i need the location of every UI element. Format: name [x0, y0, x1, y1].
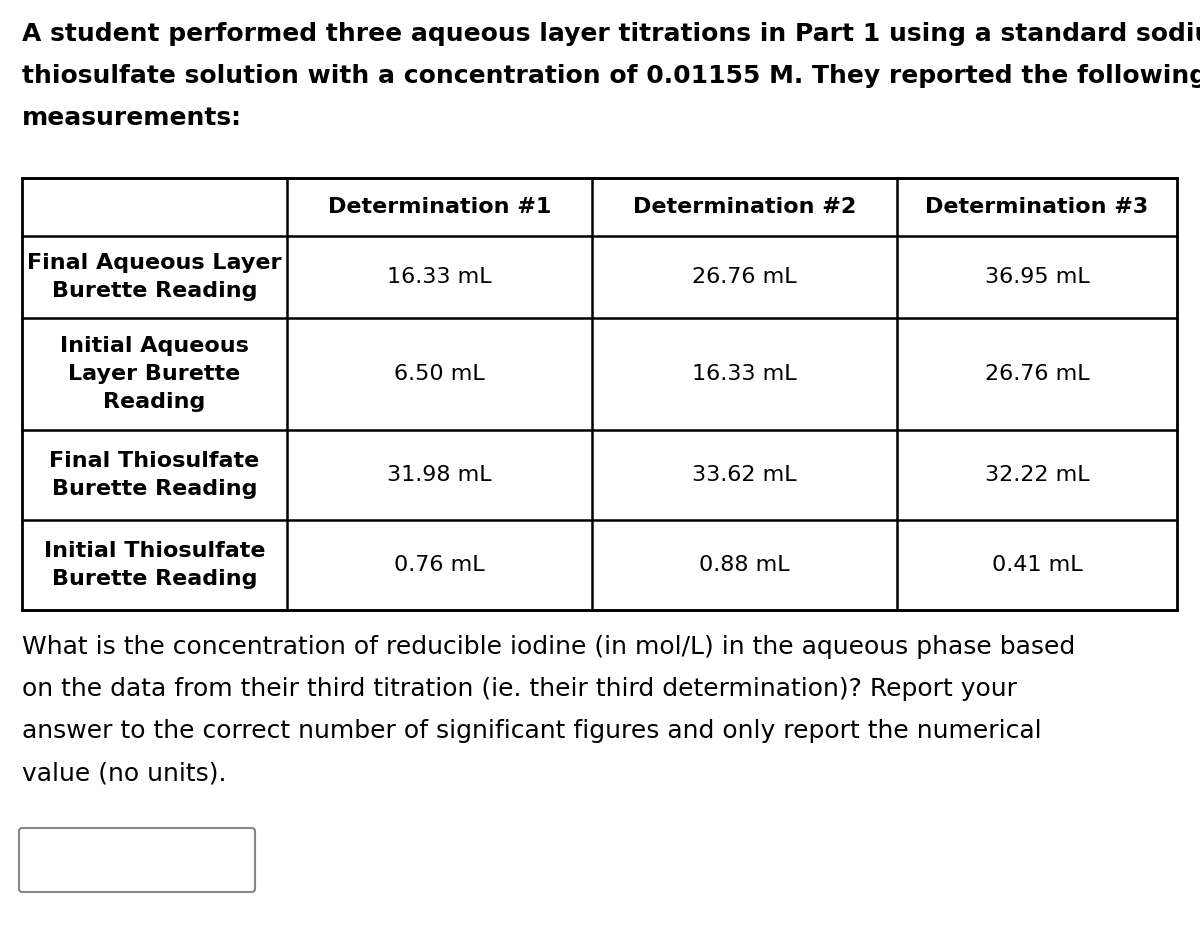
Text: Determination #2: Determination #2: [632, 197, 856, 217]
Text: Initial Thiosulfate
Burette Reading: Initial Thiosulfate Burette Reading: [43, 541, 265, 589]
Text: value (no units).: value (no units).: [22, 761, 227, 785]
Text: Determination #3: Determination #3: [925, 197, 1148, 217]
Text: What is the concentration of reducible iodine (in mol/L) in the aqueous phase ba: What is the concentration of reducible i…: [22, 635, 1075, 659]
Text: Final Thiosulfate
Burette Reading: Final Thiosulfate Burette Reading: [49, 451, 259, 499]
Text: 33.62 mL: 33.62 mL: [692, 465, 797, 485]
Text: 0.41 mL: 0.41 mL: [991, 555, 1082, 575]
Text: measurements:: measurements:: [22, 106, 242, 130]
Text: answer to the correct number of significant figures and only report the numerica: answer to the correct number of signific…: [22, 719, 1042, 743]
Text: 16.33 mL: 16.33 mL: [388, 267, 492, 287]
Text: 0.88 mL: 0.88 mL: [700, 555, 790, 575]
Text: 0.76 mL: 0.76 mL: [394, 555, 485, 575]
Text: Initial Aqueous
Layer Burette
Reading: Initial Aqueous Layer Burette Reading: [60, 336, 248, 412]
Text: thiosulfate solution with a concentration of 0.01155 M. They reported the follow: thiosulfate solution with a concentratio…: [22, 64, 1200, 88]
Text: 26.76 mL: 26.76 mL: [985, 364, 1090, 384]
Text: 26.76 mL: 26.76 mL: [692, 267, 797, 287]
Text: A student performed three aqueous layer titrations in Part 1 using a standard so: A student performed three aqueous layer …: [22, 22, 1200, 46]
Text: 16.33 mL: 16.33 mL: [692, 364, 797, 384]
Text: 36.95 mL: 36.95 mL: [985, 267, 1090, 287]
Text: 32.22 mL: 32.22 mL: [985, 465, 1090, 485]
FancyBboxPatch shape: [19, 828, 256, 892]
Text: Determination #1: Determination #1: [328, 197, 551, 217]
Text: Final Aqueous Layer
Burette Reading: Final Aqueous Layer Burette Reading: [28, 253, 282, 301]
Text: 6.50 mL: 6.50 mL: [394, 364, 485, 384]
Text: on the data from their third titration (ie. their third determination)? Report y: on the data from their third titration (…: [22, 677, 1018, 701]
Bar: [22, 178, 1177, 610]
Text: 31.98 mL: 31.98 mL: [388, 465, 492, 485]
